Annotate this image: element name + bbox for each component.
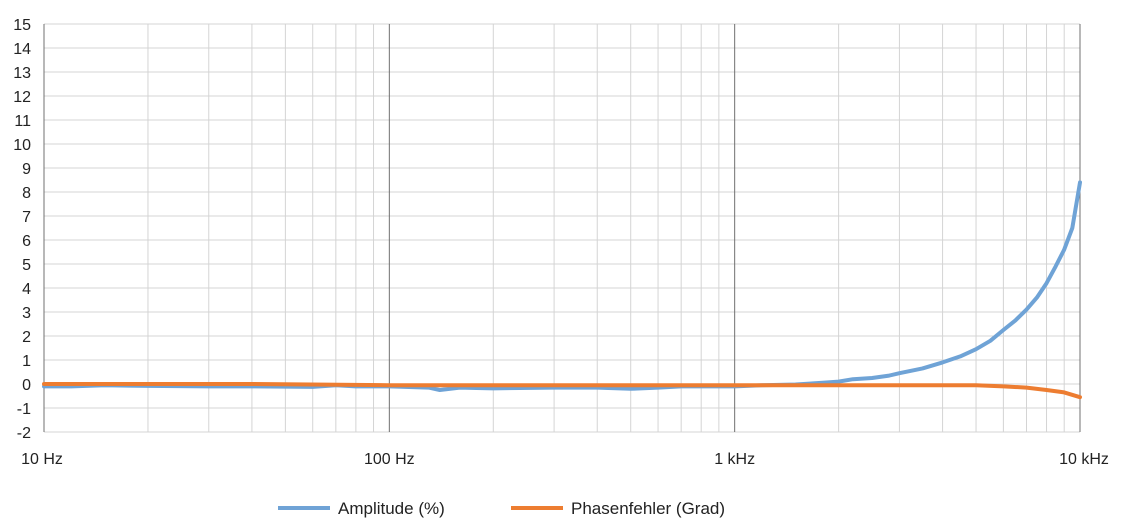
series-line-phasenfehler — [42, 382, 1082, 400]
x-tick-label: 10 Hz — [21, 451, 63, 468]
y-tick-label: -1 — [17, 401, 31, 418]
y-tick-label: 12 — [13, 89, 31, 106]
y-tick-label: 7 — [22, 209, 31, 226]
y-tick-label: 10 — [13, 137, 31, 154]
y-tick-label: 11 — [14, 113, 31, 130]
y-tick-label: 4 — [22, 281, 31, 298]
x-tick-label: 100 Hz — [364, 451, 415, 468]
y-tick-label: 0 — [22, 377, 31, 394]
legend-label: Phasenfehler (Grad) — [571, 499, 725, 518]
y-tick-label: 5 — [22, 257, 31, 274]
legend-label: Amplitude (%) — [338, 499, 445, 518]
y-tick-label: 8 — [22, 185, 31, 202]
y-tick-label: 13 — [13, 65, 31, 82]
y-tick-label: 6 — [22, 233, 31, 250]
y-tick-label: 14 — [13, 41, 31, 58]
series-lines — [42, 180, 1082, 400]
series-line-amplitude — [42, 180, 1082, 392]
y-tick-label: -2 — [17, 425, 31, 442]
y-tick-label: 15 — [13, 17, 31, 34]
x-tick-label: 10 kHz — [1059, 451, 1109, 468]
x-tick-label: 1 kHz — [714, 451, 755, 468]
y-tick-label: 9 — [22, 161, 31, 178]
y-tick-label: 1 — [22, 353, 31, 370]
x-axis-tick-labels: 10 Hz 100 Hz 1 kHz 10 kHz — [21, 451, 1109, 468]
grid — [43, 23, 1081, 433]
y-tick-label: 3 — [22, 305, 31, 322]
legend: Amplitude (%) Phasenfehler (Grad) — [278, 499, 725, 518]
y-tick-label: 2 — [22, 329, 31, 346]
